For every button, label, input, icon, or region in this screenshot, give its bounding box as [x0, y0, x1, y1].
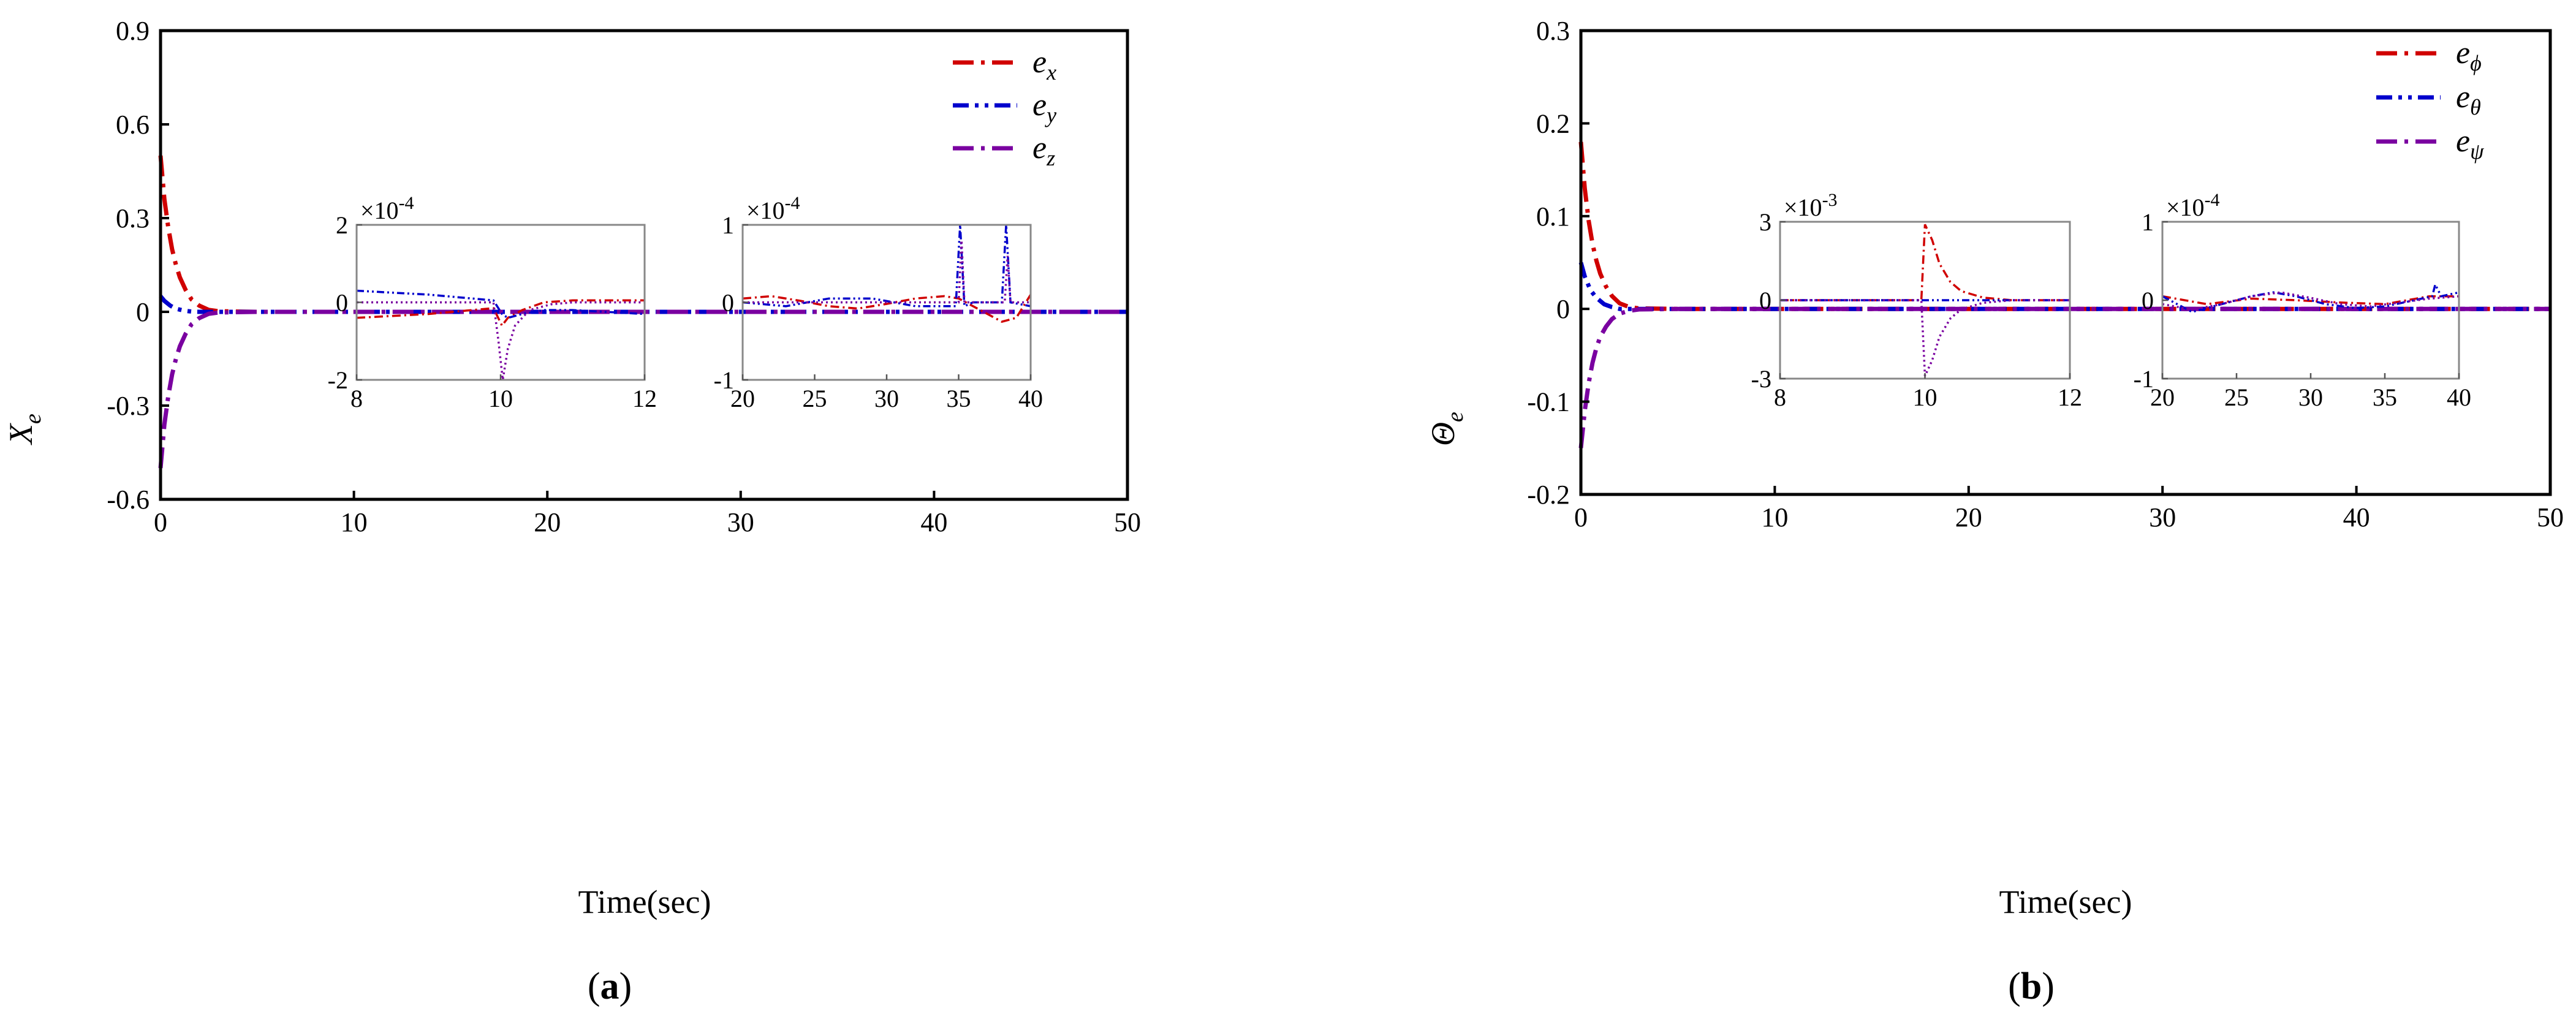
inset-x-tick-label: 8 [350, 385, 363, 412]
inset-plot: 20 25 30 35 40 -1 0 1 ×10-4 [714, 193, 1043, 412]
series-line-e-x [158, 155, 1127, 314]
series-layer [1578, 142, 2550, 448]
inset-x-tick-label: 25 [803, 385, 827, 412]
y-tick-label: 0.2 [1536, 108, 1570, 138]
inset-x-tick-label: 35 [2373, 384, 2397, 411]
inset-plot: 8 10 12 -2 0 2 ×10-4 [328, 193, 657, 412]
inset-series-line-e-psi [1780, 299, 2070, 377]
inset-series-line-e-x [743, 293, 1031, 323]
x-tick-label: 30 [2149, 502, 2176, 532]
inset-plot: 20 25 30 35 40 -1 0 1 ×10-4 [2134, 190, 2471, 411]
series-line-e-psi [1578, 306, 2550, 448]
y-tick-label: -0.1 [1527, 387, 1570, 417]
x-axis-label: Time(sec) [578, 883, 711, 920]
x-tick-label: 30 [727, 507, 754, 537]
panel-b: 0 10 20 30 40 50-0.2-0.100.10.20.3 Time(sec) … [1425, 16, 2564, 1007]
inset-x-tick-label: 30 [2298, 384, 2323, 411]
subfigure-label: (b) [2008, 966, 2055, 1007]
inset-x-tick-label: 40 [2447, 384, 2471, 411]
x-tick-label: 40 [920, 507, 947, 537]
inset-y-tick-label: -1 [2134, 365, 2154, 393]
x-tick-label: 50 [2537, 502, 2564, 532]
inset-scale-multiplier: ×10-4 [2166, 190, 2220, 221]
y-tick-label: 0.1 [1536, 202, 1570, 232]
inset-series-line-e-z [357, 301, 645, 380]
x-tick-label: 0 [1574, 502, 1588, 532]
inset-y-tick-label: 2 [336, 211, 348, 239]
axis-ticks: 0 10 20 30 40 50-0.2-0.100.10.20.3 [1527, 16, 2564, 532]
y-tick-label: 0 [136, 297, 150, 327]
legend-label-e-y: ey [1032, 88, 1056, 127]
inset-y-tick-label: 1 [2142, 208, 2154, 236]
x-tick-label: 10 [341, 507, 368, 537]
x-tick-label: 20 [534, 507, 561, 537]
insets: 8 10 12 -3 0 3 ×10-3 20 25 30 35 40 -1 0 1 ×10-4 [1751, 190, 2471, 411]
inset-y-tick-label: 1 [722, 211, 734, 239]
inset-y-tick-label: 3 [1759, 208, 1771, 236]
inset-y-tick-label: -1 [714, 366, 734, 394]
inset-scale-multiplier: ×10-4 [360, 193, 414, 224]
y-tick-label: 0.3 [116, 203, 150, 233]
y-tick-label: 0.9 [116, 16, 150, 46]
legend-label-e-theta: eθ [2456, 80, 2481, 119]
y-tick-label: 0.3 [1536, 16, 1570, 46]
inset-series-line-e-psi [2162, 291, 2459, 311]
series-layer [158, 155, 1127, 469]
inset-series-line-e-theta [2162, 281, 2459, 314]
inset-x-tick-label: 12 [632, 385, 657, 412]
inset-series-line-e-y [743, 225, 1031, 308]
inset-x-tick-label: 10 [1913, 384, 1938, 411]
inset-y-tick-label: 0 [1759, 287, 1771, 314]
inset-x-tick-label: 12 [2058, 384, 2082, 411]
y-tick-label: -0.2 [1527, 480, 1570, 510]
y-tick-label: 0.6 [116, 110, 150, 140]
x-axis-label: Time(sec) [1999, 883, 2132, 920]
x-tick-label: 10 [1761, 502, 1788, 532]
inset-plot: 8 10 12 -3 0 3 ×10-3 [1751, 190, 2082, 411]
series-line-e-phi [1578, 142, 2550, 311]
y-tick-label: -0.3 [107, 391, 150, 421]
series-line-e-z [158, 309, 1127, 469]
inset-x-tick-label: 10 [488, 385, 513, 412]
inset-x-tick-label: 20 [2150, 384, 2175, 411]
y-axis-label: Θe [1425, 412, 1468, 446]
inset-y-tick-label: 0 [2142, 287, 2154, 314]
legend: eϕ eθ eψ [2376, 36, 2484, 164]
legend-label-e-x: ex [1032, 45, 1056, 85]
inset-y-tick-label: 0 [722, 289, 734, 317]
inset-series-line-e-z [743, 240, 1031, 304]
y-tick-label: 0 [1556, 294, 1570, 324]
inset-y-tick-label: -3 [1751, 365, 1771, 393]
y-tick-label: -0.6 [107, 485, 150, 515]
inset-x-tick-label: 35 [947, 385, 971, 412]
y-axis-label: Xe [2, 414, 46, 445]
x-tick-label: 50 [1114, 507, 1141, 537]
inset-y-tick-label: -2 [328, 366, 348, 394]
inset-x-tick-label: 20 [730, 385, 755, 412]
inset-x-tick-label: 40 [1018, 385, 1043, 412]
inset-scale-multiplier: ×10-3 [1784, 190, 1838, 221]
inset-x-tick-label: 30 [874, 385, 899, 412]
axis-ticks: 0 10 20 30 40 50-0.6-0.300.30.60.9 [107, 16, 1141, 537]
inset-series-line-e-phi [1780, 224, 2070, 301]
plot-frame [1579, 29, 2552, 496]
inset-y-tick-label: 0 [336, 289, 348, 317]
panel-a: 0 10 20 30 40 50-0.6-0.300.30.60.9 Time(sec) … [2, 16, 1141, 1007]
subfigure-label: (a) [588, 966, 632, 1007]
insets: 8 10 12 -2 0 2 ×10-4 20 25 30 35 40 -1 0 1 ×10-4 [328, 193, 1043, 412]
inset-series-line-e-x [357, 299, 645, 328]
inset-x-tick-label: 8 [1774, 384, 1786, 411]
x-tick-label: 20 [1955, 502, 1982, 532]
legend-label-e-psi: eψ [2456, 124, 2484, 164]
inset-scale-multiplier: ×10-4 [746, 193, 800, 224]
series-line-e-theta [1578, 262, 2550, 311]
legend-label-e-z: ez [1032, 130, 1055, 170]
plot-frame [159, 29, 1129, 501]
x-tick-label: 40 [2343, 502, 2370, 532]
legend-label-e-phi: eϕ [2456, 36, 2482, 75]
x-tick-label: 0 [154, 507, 167, 537]
inset-x-tick-label: 25 [2224, 384, 2249, 411]
